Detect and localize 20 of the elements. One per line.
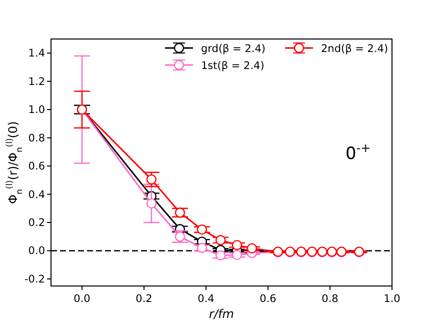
legend-label: 1st(β = 2.4) [201,60,264,72]
y-tick-label: -0.2 [24,273,45,286]
legend-label: grd(β = 2.4) [201,43,266,55]
y-tick-label: 0.6 [28,160,46,173]
x-tick-label: 0.6 [260,293,277,305]
y-tick-label: 1.2 [28,76,45,88]
y-tick-label: 0.4 [28,188,46,201]
x-tick-label: 1.0 [384,293,400,305]
x-tick-label: 0.2 [136,293,152,305]
y-tick-label: 0.0 [28,245,45,258]
annotation: 0$^{-+}$ [346,140,371,164]
y-tick-label: 1.4 [28,48,46,60]
y-tick-label: 0.8 [28,132,45,144]
x-tick-label: 0.0 [74,293,90,305]
legend-label: 2nd(β = 2.4) [321,43,388,55]
x-tick-label: 0.8 [322,293,338,305]
y-tick-label: 0.2 [28,216,45,229]
x-tick-label: 0.4 [198,293,215,305]
y-tick-label: 1.0 [28,104,45,116]
x-axis-title: r/fm [209,307,234,321]
